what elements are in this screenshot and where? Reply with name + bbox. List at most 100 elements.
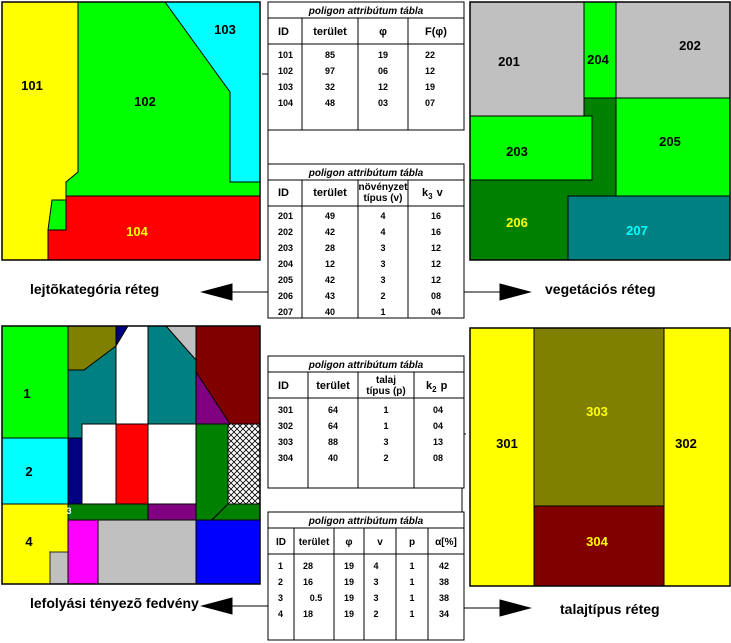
polygon-304 [533,505,665,587]
k-variable: p [441,380,448,392]
table-cell: 102 [278,66,293,76]
table-cell: 1 [380,307,385,317]
table-cell: 1 [383,421,388,431]
label-302: 302 [675,436,697,451]
table-cell: 43 [325,291,335,301]
label-201: 201 [498,54,520,69]
label-zone-1: 1 [23,386,30,401]
table-3-header-soil-type: típus (p) [366,386,405,397]
table-cell: 19 [344,561,354,571]
table-cell: 19 [344,577,354,587]
table-1-header-fphi: F(φ) [425,26,447,38]
table-cell: 42 [325,275,335,285]
table-cell: 2 [380,291,385,301]
attribute-table-4: poligon attribútum tábla ID terület φ v … [267,511,465,641]
table-cell: 201 [278,211,293,221]
table-cell: 19 [378,50,388,60]
label-zone-4: 4 [25,534,33,549]
polygon-303 [533,327,665,507]
table-2-header-veg: növényzet [359,182,409,193]
table-cell: 12 [378,82,388,92]
table-cell: 12 [425,66,435,76]
table-cell: 38 [439,577,449,587]
vegetation-layer-map: 201 204 202 203 205 206 207 [469,1,731,261]
table-1-header-phi: φ [379,26,387,38]
table-cell: 88 [328,437,338,447]
polygon-205 [615,97,731,197]
table-1-header-area: terület [313,26,347,38]
table-cell: 3 [373,593,378,603]
table-cell: 19 [344,593,354,603]
table-cell: 42 [439,561,449,571]
table-cell: 85 [325,50,335,60]
table-cell: 64 [328,421,338,431]
attribute-table-1: poligon attribútum tábla ID terület φ F(… [267,1,465,131]
table-4-header-id: ID [276,537,286,548]
table-cell: 202 [278,227,293,237]
label-zone-2: 2 [25,464,32,479]
table-cell: 301 [278,405,293,415]
table-cell: 4 [380,211,385,221]
soil-layer-map: 301 303 302 304 [469,327,731,587]
caption-runoff: lefolyási tényezõ fedvény [30,595,199,611]
label-303: 303 [586,404,608,419]
table-2-title: poligon attribútum tábla [308,168,424,179]
label-301: 301 [496,436,518,451]
table-cell: 04 [433,405,443,415]
attribute-table-3: poligon attribútum tábla ID terület tala… [267,355,465,489]
table-cell: 3 [380,243,385,253]
table-cell: 19 [425,82,435,92]
table-cell: 1 [383,405,388,415]
table-cell: 48 [325,98,335,108]
table-2-body: 201 49 4 16 202 42 4 16 203 28 3 12 204 … [278,211,441,317]
table-cell: 203 [278,243,293,253]
table-3-header-area: terület [316,380,350,392]
table-cell: 2 [373,609,378,619]
table-1-header-id: ID [278,26,289,38]
table-cell: 3 [380,275,385,285]
table-cell: 4 [278,609,283,619]
table-cell: 3 [383,437,388,447]
table-cell: 22 [425,50,435,60]
label-304: 304 [586,534,608,549]
slope-layer-map: 101 102 103 104 [1,1,261,261]
table-cell: 207 [278,307,293,317]
table-cell: 205 [278,275,293,285]
table-cell: 64 [328,405,338,415]
k-subscript: 3 [428,192,433,201]
table-cell: 16 [431,211,441,221]
table-3-title: poligon attribútum tábla [308,360,424,371]
table-cell: 304 [278,453,293,463]
table-4-header-phi: φ [345,537,352,548]
polygon-104 [47,195,261,261]
k-symbol: k [422,187,429,199]
table-cell: 302 [278,421,293,431]
table-cell: 28 [325,243,335,253]
runoff-overlay-map: 1 2 3 4 [1,325,261,585]
table-2-header-k: k3 v [422,187,444,201]
table-4-body: 1 28 19 4 1 42 2 16 19 3 1 38 3 0.5 19 3… [278,561,449,619]
table-cell: 40 [325,307,335,317]
label-204: 204 [587,52,609,67]
label-203: 203 [506,144,528,159]
table-cell: 03 [378,98,388,108]
table-4-header-area: terület [299,537,330,548]
label-206: 206 [506,215,528,230]
label-207: 207 [626,223,648,238]
caption-slope: lejtõkategória réteg [30,281,159,297]
table-cell: 1 [409,561,414,571]
table-cell: 104 [278,98,293,108]
table-cell: 3 [380,259,385,269]
table-cell: 1 [409,577,414,587]
caption-soil: talajtípus réteg [560,601,660,617]
table-cell: 07 [425,98,435,108]
table-cell: 04 [433,421,443,431]
polygon-207 [567,195,731,261]
polygon-202 [615,1,731,99]
label-zone-3: 3 [66,506,71,516]
table-cell: 204 [278,259,293,269]
table-1-title: poligon attribútum tábla [308,6,424,17]
table-cell: 12 [431,275,441,285]
caption-vegetation: vegetációs réteg [545,281,656,297]
table-cell: 16 [431,227,441,237]
